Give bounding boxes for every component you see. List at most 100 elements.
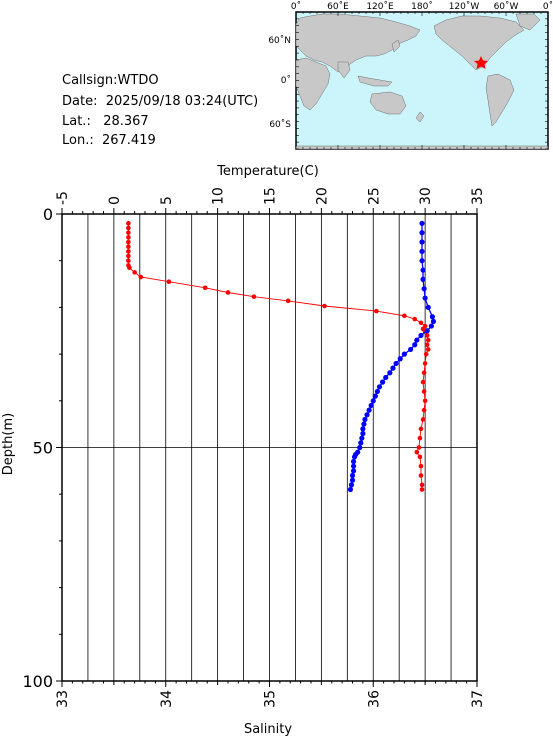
temperature-point [126,244,131,249]
salinity-tick-label: 37 [470,690,486,708]
salinity-point [419,248,425,254]
temperature-point [166,279,172,285]
salinity-point [421,286,427,292]
temperature-point [421,389,427,394]
salinity-point [349,472,356,479]
map-top-labels: 0˚ 60˚E 120˚E 180˚ 120˚W 60˚W 0˚ [291,1,553,12]
salinity-point [422,295,428,301]
temperature-point [127,265,132,271]
salinity-tick-label: 36 [366,690,382,708]
plot-frame [61,213,478,682]
salinity-point [419,239,425,245]
depth-ticks: 0 50 100 [22,205,62,691]
temperature-point [374,308,379,314]
map-longitude-label: 60˚W [494,1,519,12]
salinity-tick-label: 34 [159,690,175,708]
temperature-point [418,320,424,326]
salinity-point [393,360,399,367]
salinity-point [349,477,356,483]
temperature-point [126,230,131,235]
temperature-point [418,426,424,432]
temperature-point [420,417,426,422]
map-land [295,13,549,150]
salinity-point [419,230,425,236]
map-longitude-label: 0˚ [291,1,301,12]
salinity-point [362,416,368,423]
temperature-tick-label: 20 [314,187,330,205]
temperature-point [322,303,327,309]
temperature-point [423,351,429,357]
temperature-point [412,316,418,322]
salinity-point [350,458,357,465]
temperature-point [417,435,423,441]
map-longitude-label: 120˚W [449,1,480,12]
salinity-point [419,220,425,226]
map-left-labels: 60˚N 0˚ 60˚S [268,35,291,130]
salinity-point [360,426,366,432]
temperature-point [126,225,131,231]
temperature-axis-title: Temperature(C) [216,164,319,179]
temperature-point [419,482,425,488]
salinity-tick-label: 33 [55,690,71,708]
salinity-point [376,384,383,390]
temperature-point [418,473,424,478]
map-latitude-label: 60˚N [268,35,291,46]
temperature-point [126,235,131,240]
salinity-point [390,365,396,371]
land-india [337,61,351,79]
temperature-point [126,249,131,254]
salinity-point [414,337,420,343]
temperature-line [127,223,429,490]
temperature-tick-label: -5 [55,191,71,205]
salinity-point [374,388,380,395]
depth-axis-title: Depth(m) [1,413,16,475]
salinity-point [379,379,386,385]
temperature-point [126,253,131,259]
temperature-point [425,347,431,352]
temperature-tick-label: 10 [211,187,227,205]
land-south-america [485,73,515,127]
salinity-point [419,258,425,264]
salinity-axis-title: Salinity [244,722,292,736]
salinity-point [424,328,430,334]
salinity-point [370,398,376,404]
map-frame-ticks [295,11,549,150]
temperature-point [421,370,427,376]
salinity-point [420,267,426,273]
salinity-point [401,351,407,357]
callsign-label: Callsign:WTDO [62,73,159,88]
depth-tick-label: 100 [22,672,53,691]
salinity-point [350,468,357,474]
map-longitude-label: 0˚ [543,1,553,12]
latitude-label: Lat.: 28.367 [62,114,149,129]
salinity-point [368,402,374,409]
salinity-line [349,223,435,490]
station-marker [474,56,488,69]
salinity-point [360,430,366,437]
salinity-point [418,332,424,339]
temperature-point [422,398,428,404]
temperature-point [285,298,291,304]
land-indonesia [357,75,393,87]
temperature-point [421,407,427,413]
depth-tick-label: 50 [33,439,53,458]
salinity-point [412,342,418,348]
temperature-point [420,379,426,385]
temperature-point [202,285,208,291]
salinity-point [348,482,355,488]
land-new-zealand [415,111,425,123]
salinity-point [428,323,434,329]
salinity-point [425,304,431,310]
land-north-america [433,15,525,71]
temperature-point [417,454,423,460]
temperature-point [251,294,257,299]
map-longitude-label: 120˚E [366,1,394,12]
salinity-point [408,346,414,353]
temperature-tick-label: 5 [159,196,175,205]
profile-chart: Temperature(C) -5 0 5 10 15 20 25 30 35 33 34 35 36… [1,164,486,736]
temperature-point [416,445,422,450]
longitude-label: Lon.: 267.419 [62,133,156,148]
temperature-tick-label: 0 [107,196,123,205]
temperature-point [132,270,137,275]
salinity-point [383,374,389,381]
